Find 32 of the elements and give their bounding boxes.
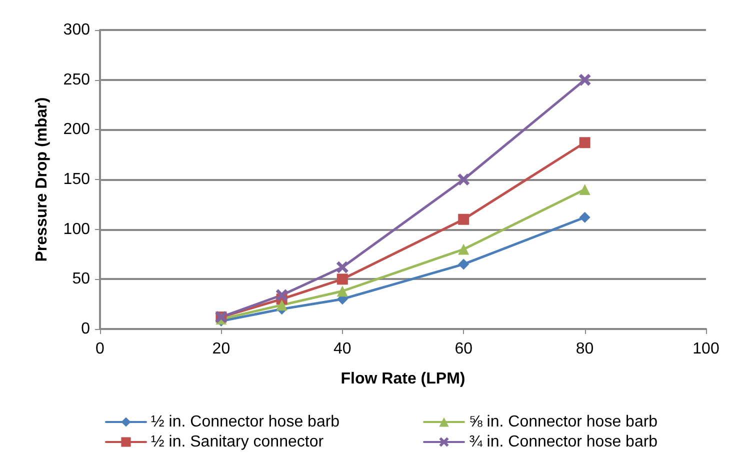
point <box>458 214 470 225</box>
point <box>579 137 590 148</box>
point <box>276 289 288 302</box>
point <box>336 274 348 285</box>
y-tick-label: 0 <box>81 320 90 338</box>
point <box>336 286 348 297</box>
point <box>579 184 590 195</box>
y-tick-label: 300 <box>63 22 90 38</box>
x-tick-label: 20 <box>212 340 230 358</box>
point <box>458 258 470 270</box>
x-tick-label: 40 <box>334 340 352 358</box>
y-tick-label: 100 <box>63 220 90 238</box>
point <box>276 300 288 311</box>
legend-label: ½ in. Connector hose barb <box>151 414 340 430</box>
x-axis-title: Flow Rate (LPM) <box>340 370 466 388</box>
legend-label: ¾ in. Connector hose barb <box>469 434 658 450</box>
x-tick-label: 80 <box>576 340 594 358</box>
point <box>579 212 590 223</box>
point <box>578 74 591 86</box>
legend-label: ½ in. Sanitary connector <box>151 434 324 450</box>
point <box>458 174 470 186</box>
x-tick-label: 60 <box>454 340 473 358</box>
point <box>458 244 470 255</box>
y-axis-title: Pressure Drop (mbar) <box>34 97 50 262</box>
x-tick-label: 0 <box>96 340 105 358</box>
y-tick-label: 200 <box>63 121 90 138</box>
y-tick-label: 250 <box>63 71 90 88</box>
y-tick-label: 150 <box>63 171 90 188</box>
point <box>336 261 348 274</box>
y-tick-label: 50 <box>72 270 90 288</box>
legend-label: ⅝ in. Connector hose barb <box>469 414 658 430</box>
x-tick-label: 100 <box>692 340 720 358</box>
